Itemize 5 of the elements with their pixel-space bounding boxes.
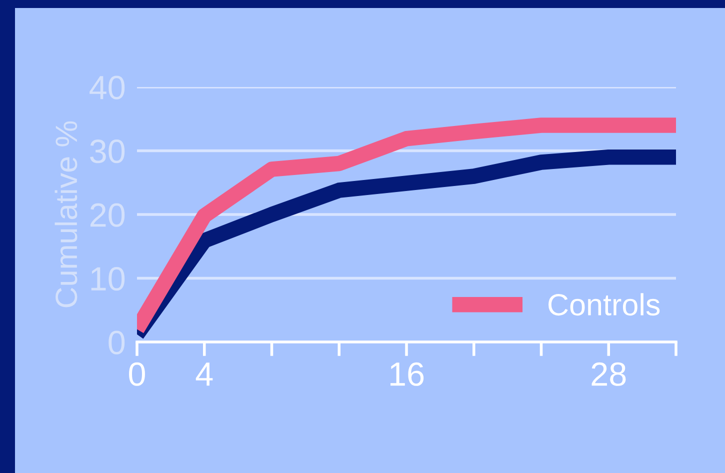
x-tick-label: 0	[129, 362, 145, 386]
x-tick-label: 28	[592, 362, 626, 386]
x-tick-label: 4	[196, 362, 213, 386]
legend-label: Controls	[548, 293, 660, 316]
x-tick-label: 16	[390, 362, 424, 386]
